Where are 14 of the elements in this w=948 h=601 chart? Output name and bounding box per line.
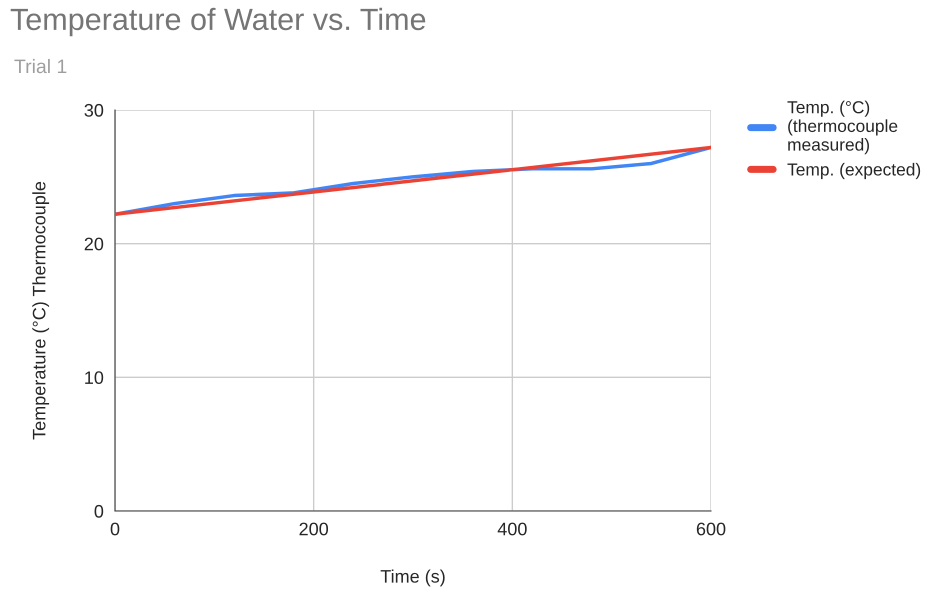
legend-label: Temp. (°C) (thermocouple measured) — [787, 100, 898, 154]
x-tick-label: 400 — [498, 522, 527, 536]
x-tick-label: 0 — [110, 522, 120, 536]
x-axis-title: Time (s) — [380, 570, 445, 586]
y-tick-label: 20 — [84, 238, 104, 250]
y-axis-title: Temperature (°C) Thermocouple — [32, 182, 50, 440]
legend-label: Temp. (expected) — [787, 162, 920, 180]
y-tick-label: 30 — [84, 104, 104, 117]
chart-subtitle: Trial 1 — [14, 58, 66, 74]
y-tick-label: 0 — [94, 504, 104, 518]
y-tick-label: 10 — [85, 371, 104, 384]
x-tick-label: 200 — [300, 522, 328, 536]
chart-title: Temperature of Water vs. Time — [10, 8, 426, 36]
x-tick-label: 600 — [696, 522, 726, 536]
